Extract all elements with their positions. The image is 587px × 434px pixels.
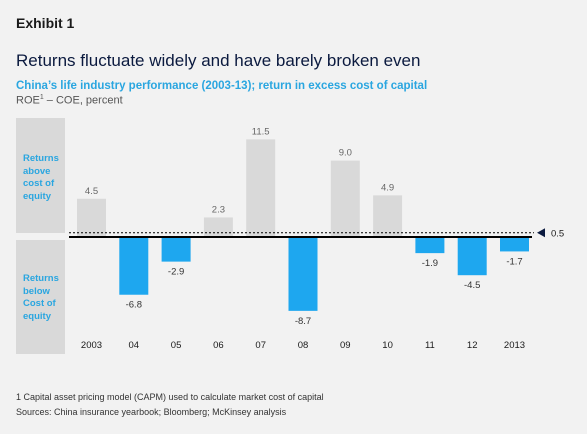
footnote: 1 Capital asset pricing model (CAPM) use… <box>16 392 324 402</box>
value-label-08: -8.7 <box>295 316 311 327</box>
x-tick-05: 05 <box>171 340 182 351</box>
returns-above-line-4: equity <box>23 190 51 202</box>
value-label-07: 11.5 <box>252 126 270 137</box>
value-label-11: -1.9 <box>422 258 438 269</box>
exhibit-label: Exhibit 1 <box>16 15 75 31</box>
bar-07 <box>246 139 276 237</box>
chart-title: Returns fluctuate widely and have barely… <box>16 51 421 70</box>
x-tick-09: 09 <box>340 340 351 351</box>
bar-12 <box>457 237 487 276</box>
returns-below-line-1: Returns <box>23 273 59 284</box>
value-label-2013: -1.7 <box>506 256 522 267</box>
returns-below-box <box>16 240 65 354</box>
bar-2003 <box>77 198 106 237</box>
x-tick-11: 11 <box>425 340 435 351</box>
x-tick-04: 04 <box>129 340 140 351</box>
x-tick-07: 07 <box>255 340 266 351</box>
average-arrow-icon <box>537 228 545 238</box>
unit-prefix: ROE <box>16 94 40 107</box>
returns-above-box <box>16 118 65 233</box>
sources: Sources: China insurance yearbook; Bloom… <box>16 407 287 417</box>
returns-below-label: Returns below Cost of equity <box>23 273 69 323</box>
returns-above-line-2: above <box>23 165 51 177</box>
chart-subtitle: China’s life industry performance (2003-… <box>16 80 428 92</box>
returns-above-line-1: Returns <box>23 153 59 164</box>
bar-09 <box>330 160 360 237</box>
bar-08 <box>288 237 318 311</box>
bar-04 <box>119 237 149 295</box>
x-tick-2013: 2013 <box>504 340 525 351</box>
unit-footnote-mark: 1 <box>39 94 44 101</box>
x-tick-06: 06 <box>213 340 224 351</box>
returns-below-line-4: equity <box>23 310 51 322</box>
unit-label: ROE1 – COE, percent <box>16 94 123 107</box>
bar-10 <box>373 195 403 237</box>
bar-11 <box>415 237 445 254</box>
average-value-label: 0.5 <box>551 228 564 239</box>
returns-below-line-2: below <box>23 285 50 297</box>
value-label-06: 2.3 <box>212 204 225 215</box>
value-label-09: 9.0 <box>339 148 352 159</box>
unit-suffix: – COE, percent <box>43 94 123 107</box>
value-label-10: 4.9 <box>381 182 394 193</box>
returns-below-line-3: Cost of <box>23 298 56 309</box>
returns-above-label: Returns above cost of equity <box>23 153 69 203</box>
value-label-12: -4.5 <box>464 280 480 291</box>
x-tick-2003: 2003 <box>81 340 102 351</box>
bar-2013 <box>500 237 529 252</box>
x-tick-12: 12 <box>467 340 478 351</box>
bar-06 <box>203 217 233 237</box>
value-label-05: -2.9 <box>168 267 184 278</box>
value-label-04: -6.8 <box>126 300 142 311</box>
x-tick-10: 10 <box>382 340 393 351</box>
bar-05 <box>161 237 191 262</box>
returns-above-line-3: cost of <box>23 178 55 189</box>
x-tick-08: 08 <box>298 340 309 351</box>
value-label-2003: 4.5 <box>85 186 98 197</box>
